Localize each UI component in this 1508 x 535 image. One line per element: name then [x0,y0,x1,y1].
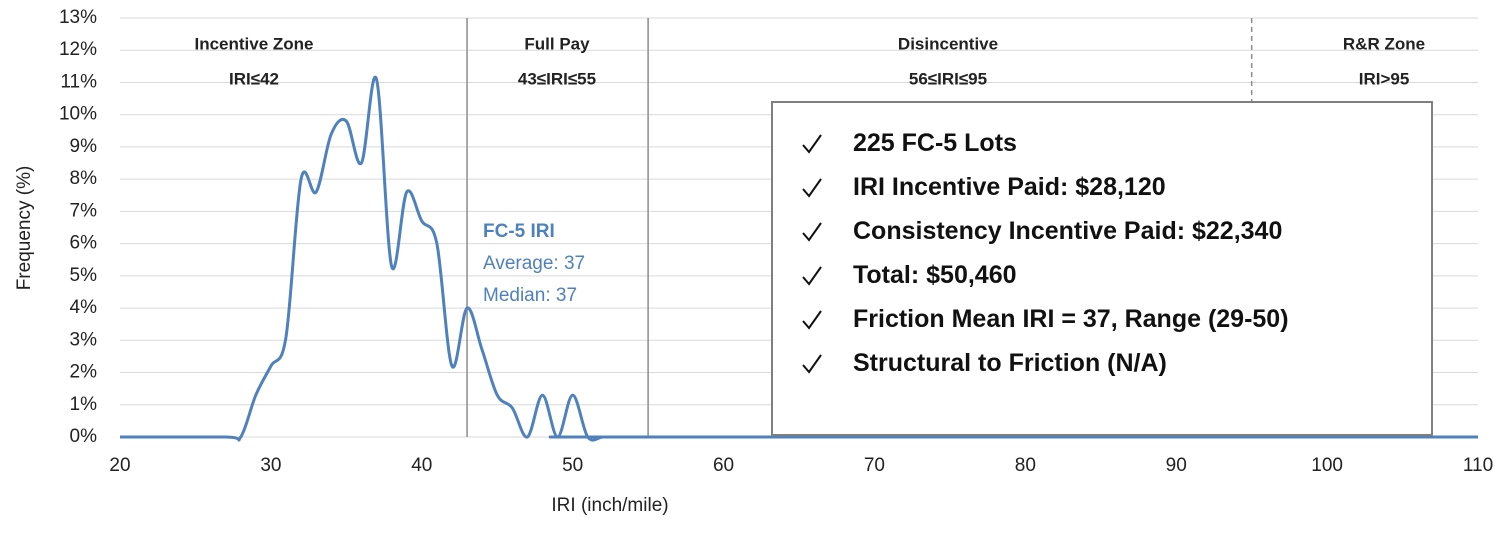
check-mark [802,222,822,242]
y-axis-label: Frequency (%) [14,166,35,291]
y-tick-label: 8% [70,168,98,189]
zone-range: 43≤IRI≤55 [518,69,596,88]
zone-name: R&R Zone [1343,34,1425,53]
annotation: FC-5 IRI [483,221,555,242]
check-mark [802,134,822,154]
y-tick-label: 5% [70,265,98,286]
check-mark [802,266,822,286]
x-tick-label: 80 [1015,455,1036,476]
summary-text: Total: $50,460 [853,261,1017,289]
zone-name: Full Pay [524,34,590,53]
check-icon [802,222,822,242]
summary-text: Friction Mean IRI = 37, Range (29-50) [853,305,1289,333]
x-tick-label: 50 [562,455,583,476]
summary-list: 225 FC-5 Lots IRI Incentive Paid: $28,120… [773,103,1371,385]
summary-text: Structural to Friction (N/A) [853,349,1167,377]
x-tick-label: 60 [713,455,734,476]
summary-item: Structural to Friction (N/A) [801,341,1371,385]
x-axis-label: IRI (inch/mile) [551,495,668,516]
zone-name: Incentive Zone [194,34,313,53]
y-tick-label: 10% [59,104,97,125]
x-tick-label: 100 [1311,455,1343,476]
y-tick-label: 7% [70,200,98,221]
zone-name: Disincentive [898,34,998,53]
summary-text: 225 FC-5 Lots [853,129,1017,157]
summary-item: Consistency Incentive Paid: $22,340 [801,209,1371,253]
summary-item: 225 FC-5 Lots [801,121,1371,165]
check-icon [802,178,822,198]
x-tick-label: 40 [411,455,432,476]
check-mark [802,354,822,374]
summary-item: Friction Mean IRI = 37, Range (29-50) [801,297,1371,341]
y-tick-label: 13% [59,7,97,28]
x-tick-label: 30 [260,455,281,476]
data-line [120,75,1478,442]
zone-range: IRI≤42 [229,69,279,88]
y-tick-label: 11% [60,71,97,92]
summary-item: IRI Incentive Paid: $28,120 [801,165,1371,209]
x-tick-label: 70 [864,455,885,476]
y-tick-label: 9% [70,136,98,157]
x-tick-label: 90 [1166,455,1187,476]
y-tick-label: 0% [70,426,98,447]
y-tick-label: 4% [70,297,98,318]
zone-range: IRI>95 [1359,69,1410,88]
summary-text: IRI Incentive Paid: $28,120 [853,173,1166,201]
x-tick-label: 20 [109,455,130,476]
annotation: Median: 37 [483,285,577,306]
x-tick-label: 110 [1463,455,1493,476]
summary-text: Consistency Incentive Paid: $22,340 [853,217,1283,245]
annotation: Average: 37 [483,253,585,274]
y-tick-label: 1% [70,394,98,415]
check-icon [802,310,822,330]
check-icon [802,266,822,286]
y-tick-label: 12% [59,39,97,60]
summary-item: Total: $50,460 [801,253,1371,297]
zone-range: 56≤IRI≤95 [909,69,987,88]
summary-box: 225 FC-5 Lots IRI Incentive Paid: $28,120… [771,101,1433,436]
y-tick-label: 2% [70,362,98,383]
check-icon [802,134,822,154]
check-icon [802,354,822,374]
y-tick-label: 3% [70,329,98,350]
check-mark [802,178,822,198]
check-mark [802,310,822,330]
y-tick-label: 6% [70,233,98,254]
